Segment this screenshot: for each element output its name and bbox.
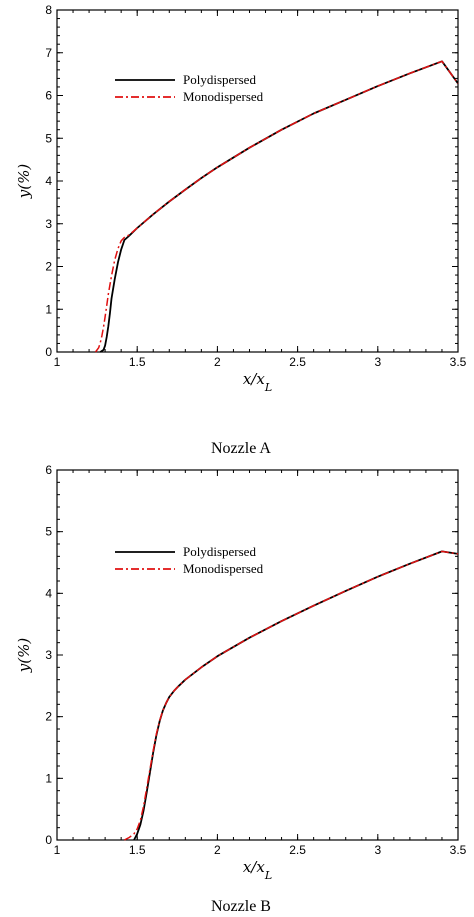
series-line-monodispersed — [124, 550, 459, 841]
x-tick-label: 2 — [214, 843, 221, 857]
x-tick-label: 1.5 — [129, 355, 146, 369]
legend-label-monodispersed: Monodispersed — [183, 561, 264, 576]
y-tick-label: 8 — [45, 3, 52, 17]
x-tick-label: 1.5 — [129, 843, 146, 857]
y-tick-label: 3 — [45, 648, 52, 662]
y-tick-label: 0 — [45, 833, 52, 847]
y-tick-label: 2 — [45, 710, 52, 724]
x-tick-label: 3.5 — [450, 843, 467, 857]
plot-frame — [56, 469, 459, 841]
x-tick-label: 3.5 — [450, 355, 467, 369]
plot-frame — [56, 9, 459, 353]
y-tick-label: 1 — [45, 302, 52, 316]
x-tick-label: 2.5 — [289, 355, 306, 369]
y-tick-label: 2 — [45, 260, 52, 274]
x-tick-label: 2 — [214, 355, 221, 369]
legend-label-monodispersed: Monodispersed — [183, 89, 264, 104]
caption-nozzle-a: Nozzle A — [211, 440, 271, 457]
y-tick-label: 3 — [45, 217, 52, 231]
legend-label-polydispersed: Polydispersed — [183, 544, 256, 559]
series-line-monodispersed — [94, 60, 459, 353]
x-axis-label: x/xL — [243, 370, 272, 394]
series-line-polydispersed — [133, 550, 459, 841]
caption-nozzle-b: Nozzle B — [211, 898, 271, 915]
y-tick-label: 6 — [45, 463, 52, 477]
chart-nozzle-a: 1 1.5 2 2.5 3 3.5012345678x/xLy(%)Polydispers… — [15, 3, 467, 394]
x-axis-label: x/xL — [243, 858, 272, 882]
chart-nozzle-b: 1 1.5 2 2.5 3 3.50123456x/xLy(%)Polydispersed… — [15, 463, 467, 882]
legend-label-polydispersed: Polydispersed — [183, 72, 256, 87]
x-tick-label: 2.5 — [289, 843, 306, 857]
x-tick-label: 3 — [374, 843, 381, 857]
y-tick-label: 7 — [45, 46, 52, 60]
y-tick-label: 5 — [45, 525, 52, 539]
series-line-polydispersed — [99, 60, 459, 353]
x-tick-label: 1 — [54, 843, 61, 857]
y-tick-label: 4 — [45, 586, 52, 600]
y-tick-label: 5 — [45, 131, 52, 145]
x-tick-label: 3 — [374, 355, 381, 369]
y-axis-label: y(%) — [15, 638, 33, 674]
y-tick-label: 1 — [45, 771, 52, 785]
y-tick-label: 0 — [45, 345, 52, 359]
y-axis-label: y(%) — [15, 164, 33, 200]
y-tick-label: 6 — [45, 89, 52, 103]
y-tick-label: 4 — [45, 174, 52, 188]
x-tick-label: 1 — [54, 355, 61, 369]
